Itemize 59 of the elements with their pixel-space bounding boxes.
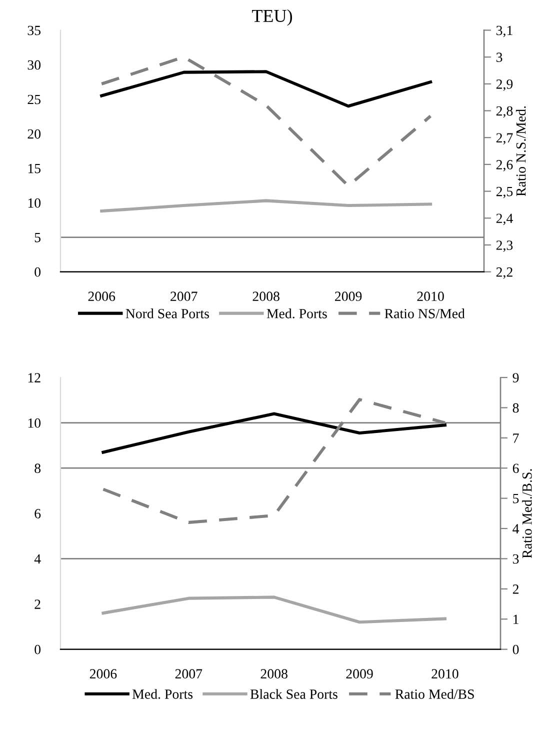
y2-tick-label: 3 (496, 52, 502, 62)
y-tick-label: 2 (34, 600, 40, 609)
y2-tick-label: 3 (512, 554, 519, 564)
line-series (102, 596, 446, 624)
line-series (100, 56, 432, 188)
y2-tick-label: 2,5 (496, 186, 513, 198)
y-tick-label: 20 (28, 129, 41, 139)
line-series (100, 199, 432, 213)
y2-tick-label: 2,6 (496, 160, 513, 172)
x-tick-label: 2007 (175, 669, 202, 679)
x-tick-label: 2010 (432, 669, 458, 679)
y2-tick-label: 8 (512, 403, 519, 413)
y-tick-label: 10 (28, 418, 41, 428)
y-tick-label: 10 (28, 198, 41, 208)
x-tick-label: 2007 (170, 292, 198, 302)
y-tick-label: 25 (28, 94, 41, 104)
y-tick-label: 0 (34, 644, 41, 654)
y-tick-label: 35 (28, 26, 41, 36)
y2-tick-label: 7 (513, 434, 519, 443)
y-tick-label: 12 (28, 373, 40, 382)
line-series (100, 70, 432, 108)
y2-tick-label: 4 (512, 524, 520, 534)
x-tick-label: 2006 (88, 292, 116, 302)
legend-label: Black Sea Ports (250, 689, 338, 699)
y-tick-label: 30 (28, 60, 41, 70)
legend-label: Med. Ports (266, 308, 327, 318)
y-tick-label: 4 (34, 554, 41, 564)
y2-tick-label: 2 (512, 584, 518, 594)
y2-tick-label: 2,4 (496, 214, 513, 226)
y2-tick-label: 6 (512, 464, 519, 474)
y2-tick-label: 2,7 (496, 133, 513, 145)
y2-tick-label: 2,2 (496, 267, 512, 279)
line-series (102, 412, 446, 454)
legend-label: Ratio NS/Med (384, 308, 465, 318)
chart-title: TEU) (252, 9, 292, 26)
y-tick-label: 15 (28, 164, 41, 174)
x-tick-label: 2010 (417, 292, 444, 302)
y2-tick-label: 1 (514, 614, 518, 624)
y2-tick-label: 5 (513, 494, 519, 504)
y2-tick-label: 0 (512, 644, 519, 654)
y2-tick-label: 2,8 (496, 106, 513, 118)
x-tick-label: 2008 (252, 292, 280, 302)
legend-label: Med. Ports (132, 689, 193, 699)
x-tick-label: 2008 (260, 669, 288, 679)
y-tick-label: 5 (34, 233, 41, 242)
x-tick-label: 2006 (90, 669, 117, 679)
y2-tick-label: 3,1 (496, 26, 512, 38)
y-tick-label: 0 (34, 267, 41, 277)
y2-tick-label: 2,3 (496, 240, 513, 252)
legend-label: Nord Sea Ports (126, 308, 209, 318)
x-tick-label: 2009 (335, 292, 362, 302)
legend-label: Ratio Med/BS (395, 689, 474, 699)
y2-tick-label: 2,9 (496, 80, 513, 91)
y-tick-label: 8 (34, 464, 41, 474)
y2-tick-label: 9 (512, 373, 519, 382)
y-tick-label: 6 (34, 509, 41, 518)
x-tick-label: 2009 (346, 669, 373, 679)
y2-axis-title: Ratio N.S./Med. (516, 106, 526, 196)
y2-axis-title: Ratio Med./B.S. (522, 469, 532, 558)
